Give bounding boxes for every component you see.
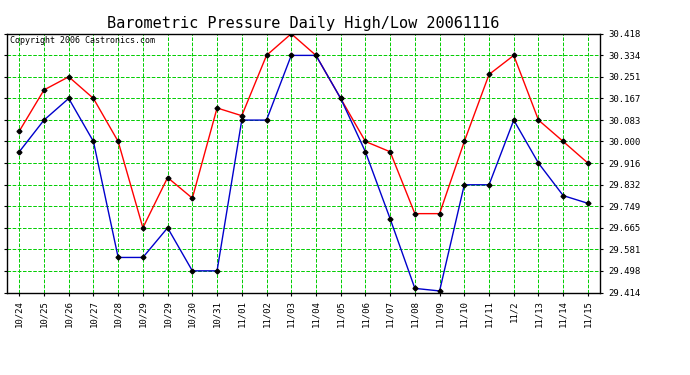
Title: Barometric Pressure Daily High/Low 20061116: Barometric Pressure Daily High/Low 20061…	[108, 16, 500, 31]
Text: Copyright 2006 Castronics.com: Copyright 2006 Castronics.com	[10, 36, 155, 45]
